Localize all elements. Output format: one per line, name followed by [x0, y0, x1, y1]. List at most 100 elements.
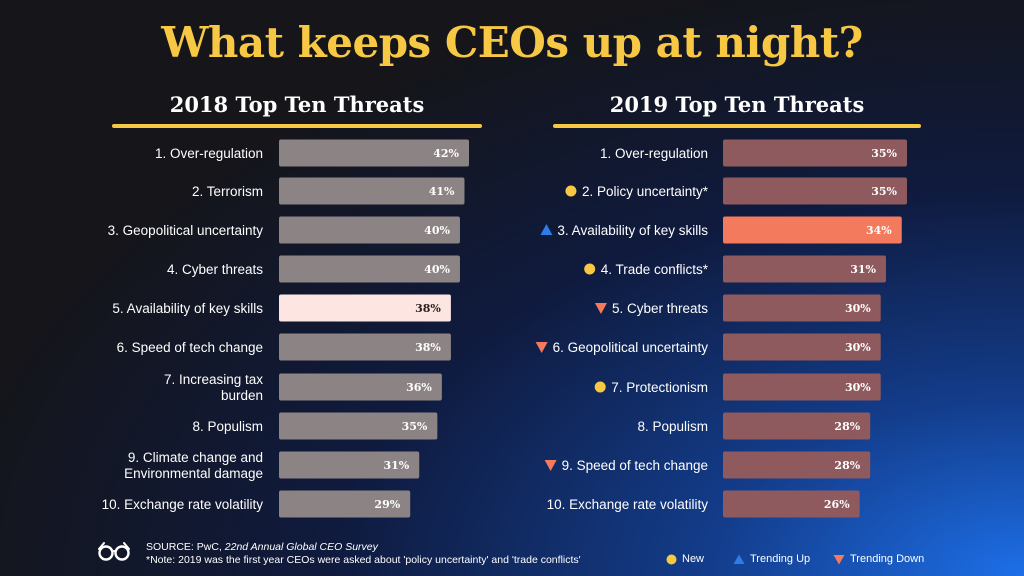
- source-publication: 22nd Annual Global CEO Survey: [224, 541, 378, 553]
- source-prefix: SOURCE: PwC,: [146, 541, 225, 553]
- trending-down-icon: [544, 460, 557, 471]
- trending-down-icon: [594, 303, 607, 314]
- category-label: 1. Over-regulation: [155, 146, 263, 161]
- category-label-line: Environmental damage: [124, 466, 263, 481]
- trending-up-icon: [540, 224, 553, 235]
- chart-panel-2019: 35% 1. Over-regulation 35% 2. Policy uncert…: [535, 139, 907, 518]
- bar-value-label: 40%: [424, 263, 450, 276]
- category-label-line: 2. Terrorism: [192, 184, 263, 199]
- new-marker-icon: [565, 185, 577, 197]
- new-marker-icon: [584, 263, 596, 275]
- bar-value-label: 34%: [866, 224, 892, 237]
- category-label-line: 10. Exchange rate volatility: [547, 497, 709, 512]
- category-label-line: 6. Speed of tech change: [117, 340, 263, 355]
- bar: [723, 412, 871, 440]
- category-label: 6. Speed of tech change: [117, 340, 263, 355]
- category-label-line: 10. Exchange rate volatility: [102, 497, 264, 512]
- new-marker-icon: [594, 381, 606, 393]
- category-label: 10. Exchange rate volatility: [102, 497, 264, 512]
- category-label: 9. Speed of tech change: [562, 458, 708, 473]
- category-label-line: 4. Cyber threats: [167, 262, 263, 277]
- bar: [723, 255, 886, 283]
- bar-value-label: 41%: [429, 185, 455, 198]
- category-label-line: 3. Geopolitical uncertainty: [108, 223, 264, 238]
- category-label: 7. Protectionism: [611, 380, 708, 395]
- category-label-line: 8. Populism: [637, 419, 708, 434]
- chart-title: What keeps CEOs up at night?: [161, 18, 863, 67]
- yellow-dot-icon: [666, 554, 677, 564]
- category-label: 4. Cyber threats: [167, 262, 263, 277]
- category-label-line: burden: [221, 388, 263, 403]
- bar-value-label: 26%: [824, 498, 850, 511]
- legend-item-new: New: [666, 552, 704, 566]
- bar-value-label: 30%: [845, 341, 871, 354]
- bar: [723, 373, 881, 401]
- legend-item-trending-down: Trending Down: [833, 552, 924, 566]
- category-label: 8. Populism: [192, 419, 263, 434]
- category-label-line: 7. Increasing tax: [164, 372, 263, 387]
- bar-value-label: 30%: [845, 381, 871, 394]
- bar: [279, 255, 460, 283]
- bar: [279, 216, 460, 244]
- category-label-line: 2. Policy uncertainty*: [582, 184, 709, 199]
- category-label-line: 5. Availability of key skills: [112, 301, 263, 316]
- bar: [723, 216, 902, 244]
- category-label-line: 4. Trade conflicts*: [601, 262, 709, 277]
- bar-value-label: 42%: [433, 147, 459, 160]
- triangle-up-icon: [733, 554, 745, 564]
- legend-label-trending-down: Trending Down: [850, 553, 925, 565]
- bar-value-label: 30%: [845, 302, 871, 315]
- bar-value-label: 35%: [402, 420, 428, 433]
- category-label-line: 6. Geopolitical uncertainty: [553, 340, 709, 355]
- category-label: 1. Over-regulation: [600, 146, 708, 161]
- bar-value-label: 35%: [871, 185, 897, 198]
- bar: [279, 412, 438, 440]
- bar: [723, 333, 881, 361]
- bar-value-label: 31%: [383, 459, 409, 472]
- chart-panel-2018: 42% 1. Over-regulation 41% 2. Terrorism 40% 3…: [102, 139, 469, 518]
- bar-value-label: 40%: [424, 224, 450, 237]
- bar-value-label: 28%: [834, 459, 860, 472]
- category-label: 3. Availability of key skills: [557, 223, 708, 238]
- category-label: 2. Terrorism: [192, 184, 263, 199]
- category-label-line: 7. Protectionism: [611, 380, 708, 395]
- category-label: 2. Policy uncertainty*: [582, 184, 709, 199]
- bar: [279, 177, 465, 205]
- category-label: 5. Cyber threats: [612, 301, 708, 316]
- bar: [723, 490, 860, 518]
- triangle-down-icon: [833, 554, 845, 564]
- category-label: 9. Climate change and Environmental damag…: [124, 450, 263, 481]
- bar: [723, 177, 907, 205]
- bar-value-label: 38%: [415, 341, 441, 354]
- category-label: 5. Availability of key skills: [112, 301, 263, 316]
- category-label-line: 9. Climate change and: [128, 450, 263, 465]
- panel-underline-2018: [112, 124, 482, 128]
- source-line: SOURCE: PwC, 22nd Annual Global CEO Surv…: [146, 541, 378, 553]
- bar-value-label: 35%: [871, 147, 897, 160]
- bar: [279, 333, 451, 361]
- category-label-line: 1. Over-regulation: [600, 146, 708, 161]
- category-label-line: 9. Speed of tech change: [562, 458, 708, 473]
- category-label: 6. Geopolitical uncertainty: [553, 340, 709, 355]
- bar: [279, 451, 420, 479]
- category-label: 7. Increasing tax burden: [164, 372, 263, 403]
- panel-underline-2019: [553, 124, 921, 128]
- category-label-line: 1. Over-regulation: [155, 146, 263, 161]
- glasses-icon: [98, 542, 130, 561]
- bar: [723, 294, 881, 322]
- category-label: 3. Geopolitical uncertainty: [108, 223, 264, 238]
- bar: [279, 490, 411, 518]
- trending-down-icon: [535, 342, 548, 353]
- footnote: *Note: 2019 was the first year CEOs were…: [146, 554, 581, 566]
- category-label-line: 8. Populism: [192, 419, 263, 434]
- bar-value-label: 31%: [850, 263, 876, 276]
- panel-title-2018: 2018 Top Ten Threats: [169, 92, 425, 117]
- bar-value-label: 36%: [406, 381, 432, 394]
- legend-label-new: New: [682, 553, 705, 565]
- bar-value-label: 29%: [374, 498, 400, 511]
- bar: [723, 139, 907, 167]
- category-label: 4. Trade conflicts*: [601, 262, 709, 277]
- category-label-line: 5. Cyber threats: [612, 301, 708, 316]
- category-label: 10. Exchange rate volatility: [547, 497, 709, 512]
